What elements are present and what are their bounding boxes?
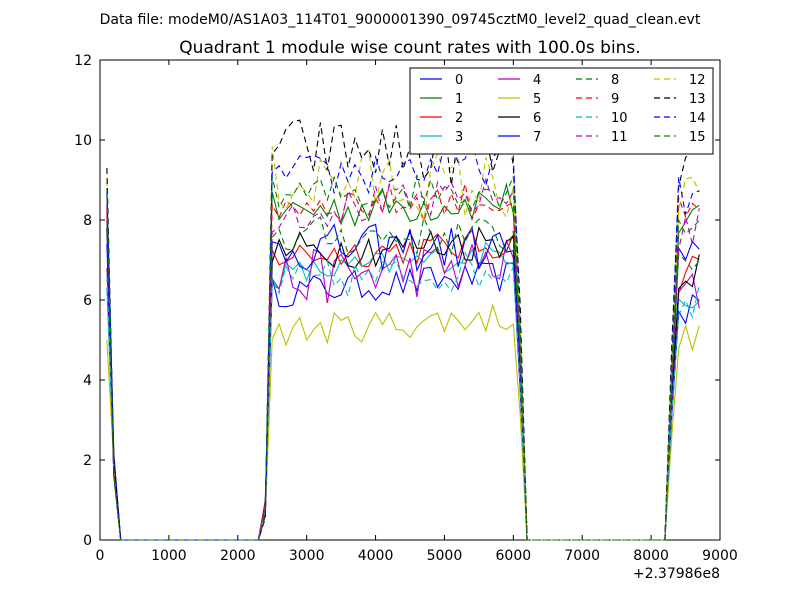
x-tick-label: 4000 <box>358 548 394 564</box>
ticks-layer: 0 1000 2000 3000 4000 5000 6000 7000 8000 9000 0 2 4… <box>74 53 738 564</box>
series-line-15 <box>106 174 700 541</box>
legend-label-10: 10 <box>611 111 628 126</box>
legend-label-13: 13 <box>689 92 706 107</box>
legend-box <box>409 67 714 155</box>
series-line-7 <box>106 223 700 541</box>
legend-label-1: 1 <box>455 92 463 107</box>
chart-title: Quadrant 1 module wise count rates with … <box>179 38 640 58</box>
y-tick-label: 10 <box>74 133 92 149</box>
series-line-6 <box>106 226 700 541</box>
data-file-caption: Data file: modeM0/AS1A03_114T01_90000013… <box>100 12 701 28</box>
series-line-8 <box>106 211 700 541</box>
legend-label-7: 7 <box>533 130 541 145</box>
series-line-1 <box>106 182 700 541</box>
legend-label-4: 4 <box>533 73 541 88</box>
legend-label-0: 0 <box>455 73 463 88</box>
legend-label-6: 6 <box>533 111 541 126</box>
legend-label-2: 2 <box>455 111 463 126</box>
x-tick-label: 6000 <box>496 548 532 564</box>
series-line-11 <box>106 177 700 541</box>
legend-label-3: 3 <box>455 130 463 145</box>
x-offset-label: +2.37986e8 <box>633 566 720 582</box>
x-tick-label: 8000 <box>633 548 669 564</box>
x-tick-label: 3000 <box>289 548 325 564</box>
y-tick-label: 2 <box>83 453 92 469</box>
legend-label-8: 8 <box>611 73 619 88</box>
x-tick-label: 7000 <box>564 548 600 564</box>
series-line-10 <box>106 251 700 541</box>
legend-label-11: 11 <box>611 130 628 145</box>
y-tick-label: 6 <box>83 293 92 309</box>
x-tick-label: 1000 <box>151 548 187 564</box>
legend-label-5: 5 <box>533 92 541 107</box>
legend-label-9: 9 <box>611 92 619 107</box>
legend-label-12: 12 <box>689 73 706 88</box>
legend-label-15: 15 <box>689 130 706 145</box>
series-line-0 <box>106 219 700 541</box>
series-line-12 <box>106 146 700 541</box>
y-tick-label: 12 <box>74 53 92 69</box>
series-line-2 <box>106 215 700 541</box>
series-line-4 <box>106 238 700 541</box>
series-line-5 <box>106 303 700 541</box>
legend-label-14: 14 <box>689 111 706 126</box>
y-tick-label: 8 <box>83 213 92 229</box>
x-tick-label: 2000 <box>220 548 256 564</box>
series-line-13 <box>106 119 700 541</box>
series-layer <box>106 119 700 541</box>
x-tick-label: 9000 <box>702 548 738 564</box>
series-line-14 <box>106 137 700 541</box>
x-tick-label: 5000 <box>427 548 463 564</box>
y-tick-label: 0 <box>83 533 92 549</box>
series-line-9 <box>106 183 700 541</box>
plot-area: 0 1000 2000 3000 4000 5000 6000 7000 8000 9000 0 2 4… <box>74 53 738 564</box>
y-tick-label: 4 <box>83 373 92 389</box>
series-line-3 <box>106 241 700 541</box>
x-tick-label: 0 <box>96 548 105 564</box>
